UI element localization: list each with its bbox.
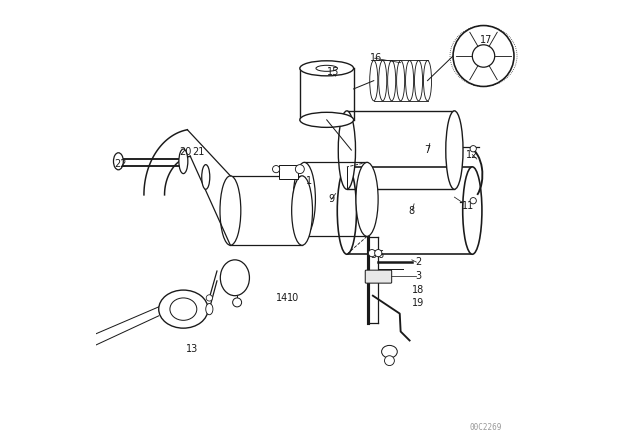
Ellipse shape [379,60,387,101]
Ellipse shape [337,167,356,254]
Ellipse shape [415,60,422,101]
Text: 18: 18 [412,285,425,295]
Text: 00C2269: 00C2269 [470,423,502,432]
Ellipse shape [463,167,482,254]
Ellipse shape [356,162,378,237]
Text: 20: 20 [179,147,192,157]
Ellipse shape [446,111,463,189]
Circle shape [273,166,280,173]
Text: 14: 14 [276,293,288,303]
Text: 9: 9 [328,194,334,204]
Ellipse shape [381,345,397,358]
Ellipse shape [159,290,208,328]
Circle shape [206,295,212,301]
Text: 15: 15 [327,67,340,77]
Circle shape [374,250,382,257]
Ellipse shape [406,60,413,101]
Text: 4: 4 [297,165,303,175]
Ellipse shape [424,60,431,101]
FancyBboxPatch shape [365,270,392,283]
Text: 13: 13 [186,345,198,354]
Ellipse shape [113,153,124,170]
Text: 8: 8 [409,206,415,215]
Ellipse shape [385,356,394,366]
Circle shape [470,146,476,152]
Ellipse shape [300,112,354,127]
Text: 7: 7 [424,145,431,155]
Circle shape [369,250,376,257]
Ellipse shape [292,176,312,246]
Text: 3: 3 [415,271,422,280]
Circle shape [233,298,242,307]
Text: 11: 11 [461,201,474,211]
Text: 16: 16 [370,53,382,63]
Text: 1: 1 [306,177,312,186]
Circle shape [453,26,514,86]
Ellipse shape [179,149,188,173]
Text: 5: 5 [370,250,376,260]
Text: 12: 12 [466,150,479,159]
Text: 21: 21 [192,147,204,157]
Text: 19: 19 [412,298,425,308]
Text: 22: 22 [115,159,127,168]
Ellipse shape [202,165,210,190]
Circle shape [470,198,476,204]
Ellipse shape [397,60,404,101]
Ellipse shape [206,304,213,314]
Text: 10: 10 [287,293,300,303]
Text: 2: 2 [415,257,422,267]
Ellipse shape [370,60,378,101]
Bar [279,165,298,179]
Ellipse shape [220,176,241,246]
Ellipse shape [293,162,316,237]
Circle shape [296,165,305,174]
Ellipse shape [300,61,354,76]
Text: 17: 17 [479,35,492,45]
Ellipse shape [339,111,355,189]
Ellipse shape [388,60,396,101]
Text: 6: 6 [378,250,383,260]
